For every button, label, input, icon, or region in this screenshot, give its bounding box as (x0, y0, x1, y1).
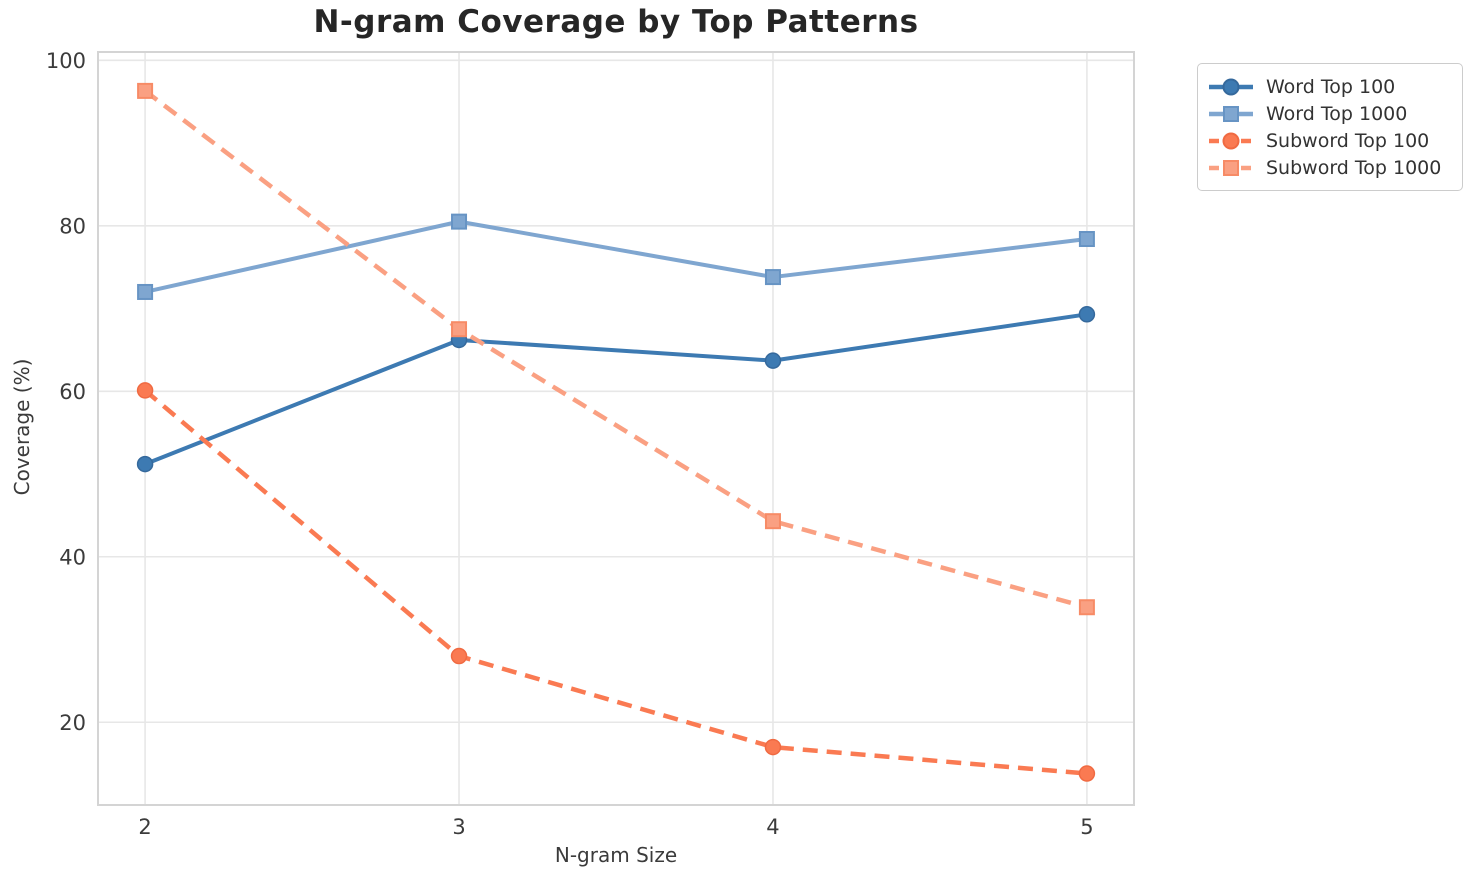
series-line-word-top-100 (144, 312, 1088, 466)
x-tick-label-4: 4 (766, 815, 779, 839)
legend-label-word-top-1000: Word Top 1000 (1266, 102, 1408, 125)
circle-marker-icon (1222, 132, 1240, 149)
x-axis-label: N-gram Size (554, 843, 678, 867)
legend-label-subword-top-100: Subword Top 100 (1266, 129, 1430, 152)
legend-sample-word-top-1000-solid-line-icon (1209, 105, 1253, 122)
legend-label-word-top-100: Word Top 100 (1266, 75, 1396, 98)
series-line-subword-top-100 (143, 388, 1088, 776)
legend-sample-subword-top-100-dashed-line-icon (1209, 132, 1253, 149)
marker-subword-top-100-x3 (450, 647, 468, 665)
marker-subword-top-1000-x4 (764, 513, 781, 530)
marker-word-top-1000-x3 (451, 213, 468, 230)
square-marker-icon (1223, 105, 1239, 122)
marker-word-top-100-x4 (764, 352, 782, 369)
chart-title: N-gram Coverage by Top Patterns (313, 4, 919, 40)
marker-subword-top-100-x5 (1078, 765, 1096, 782)
legend-item-subword-top-1000: Subword Top 1000 (1208, 154, 1450, 181)
axes-border (97, 51, 1135, 806)
marker-word-top-1000-x5 (1078, 231, 1095, 248)
legend: Word Top 100 Word Top 1000 Subword Top 100… (1197, 63, 1463, 191)
marker-subword-top-100-x4 (764, 738, 782, 756)
y-tick-label-80: 80 (59, 214, 86, 238)
x-tick-label-3: 3 (452, 815, 465, 839)
marker-word-top-100-x5 (1078, 306, 1096, 323)
legend-item-subword-top-100: Subword Top 100 (1208, 127, 1450, 154)
legend-sample-word-top-100-solid-line-icon (1209, 78, 1253, 95)
square-marker-icon (1223, 159, 1239, 176)
series-line-subword-top-1000 (143, 89, 1088, 610)
marker-subword-top-100-x2 (136, 382, 154, 399)
legend-item-word-top-1000: Word Top 1000 (1208, 100, 1450, 127)
y-tick-label-20: 20 (59, 711, 86, 735)
marker-subword-top-1000-x3 (451, 321, 468, 338)
marker-word-top-1000-x2 (137, 283, 154, 300)
legend-label-subword-top-1000: Subword Top 1000 (1266, 156, 1442, 179)
y-tick-label-60: 60 (59, 380, 86, 404)
marker-subword-top-1000-x5 (1078, 599, 1095, 616)
y-tick-label-100: 100 (46, 49, 86, 73)
y-tick-label-40: 40 (59, 545, 86, 569)
legend-item-word-top-100: Word Top 100 (1208, 73, 1450, 100)
circle-marker-icon (1222, 78, 1240, 95)
marker-subword-top-1000-x2 (137, 82, 154, 99)
legend-sample-subword-top-1000-dashed-line-icon (1209, 159, 1253, 176)
series-line-word-top-1000 (144, 219, 1088, 294)
marker-word-top-1000-x4 (764, 269, 781, 286)
marker-word-top-100-x2 (136, 455, 154, 473)
x-tick-label-2: 2 (138, 815, 151, 839)
y-axis-label: Coverage (%) (10, 358, 34, 496)
x-tick-label-5: 5 (1080, 815, 1093, 839)
